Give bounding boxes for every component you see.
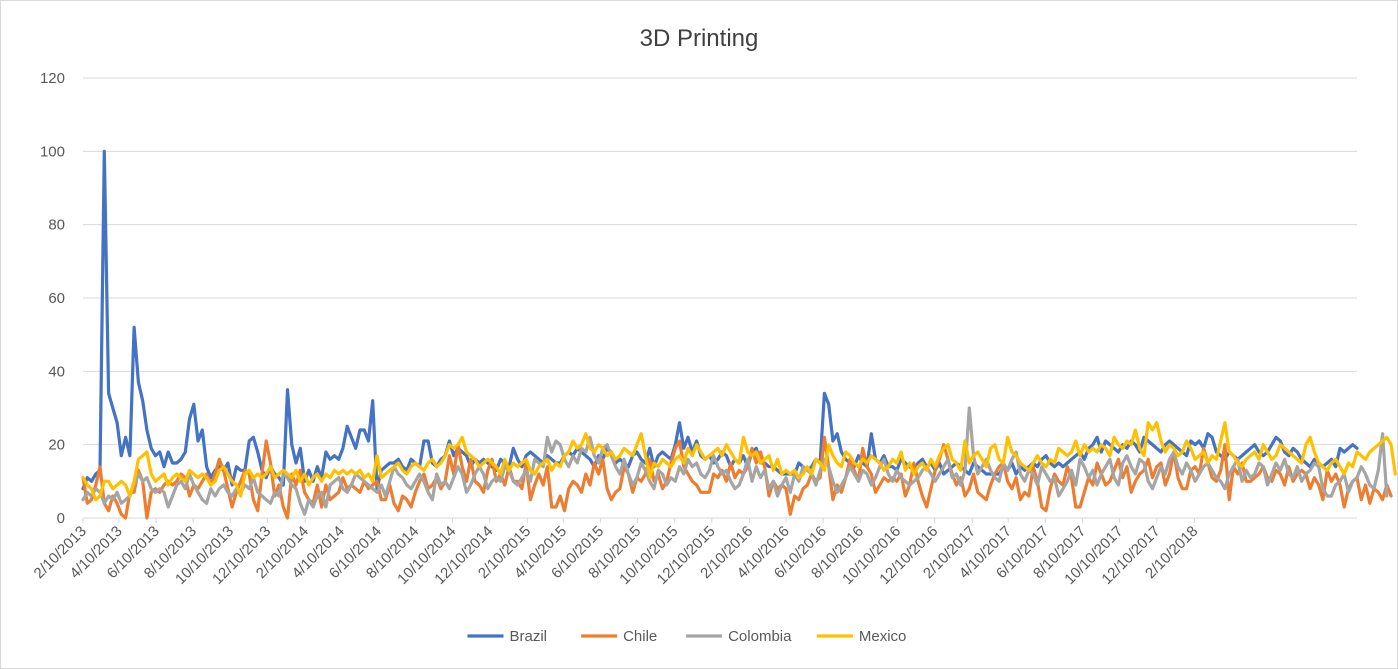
y-tick-label: 40 [48,363,65,380]
legend-label-brazil: Brazil [510,628,548,645]
y-axis-ticks: 0 20 40 60 80 100 120 [40,70,65,527]
gridlines [83,77,1357,519]
legend-label-mexico: Mexico [859,628,907,645]
series-line-mexico [81,421,1397,502]
series-line-brazil [81,149,1359,491]
series-lines [81,149,1397,520]
y-tick-label: 80 [48,217,65,234]
x-axis-ticks: 2/10/20134/10/20136/10/20138/10/201310/1… [31,518,1201,588]
y-tick-label: 0 [57,510,65,527]
chart-title: 3D Printing [640,25,759,52]
y-tick-label: 20 [48,437,65,454]
series-line-colombia [81,406,1389,516]
legend: Brazil Chile Colombia Mexico [467,628,907,645]
legend-label-chile: Chile [623,628,657,645]
y-tick-label: 100 [40,143,65,160]
y-tick-label: 120 [40,70,65,87]
y-tick-label: 60 [48,290,65,307]
legend-label-colombia: Colombia [728,628,792,645]
